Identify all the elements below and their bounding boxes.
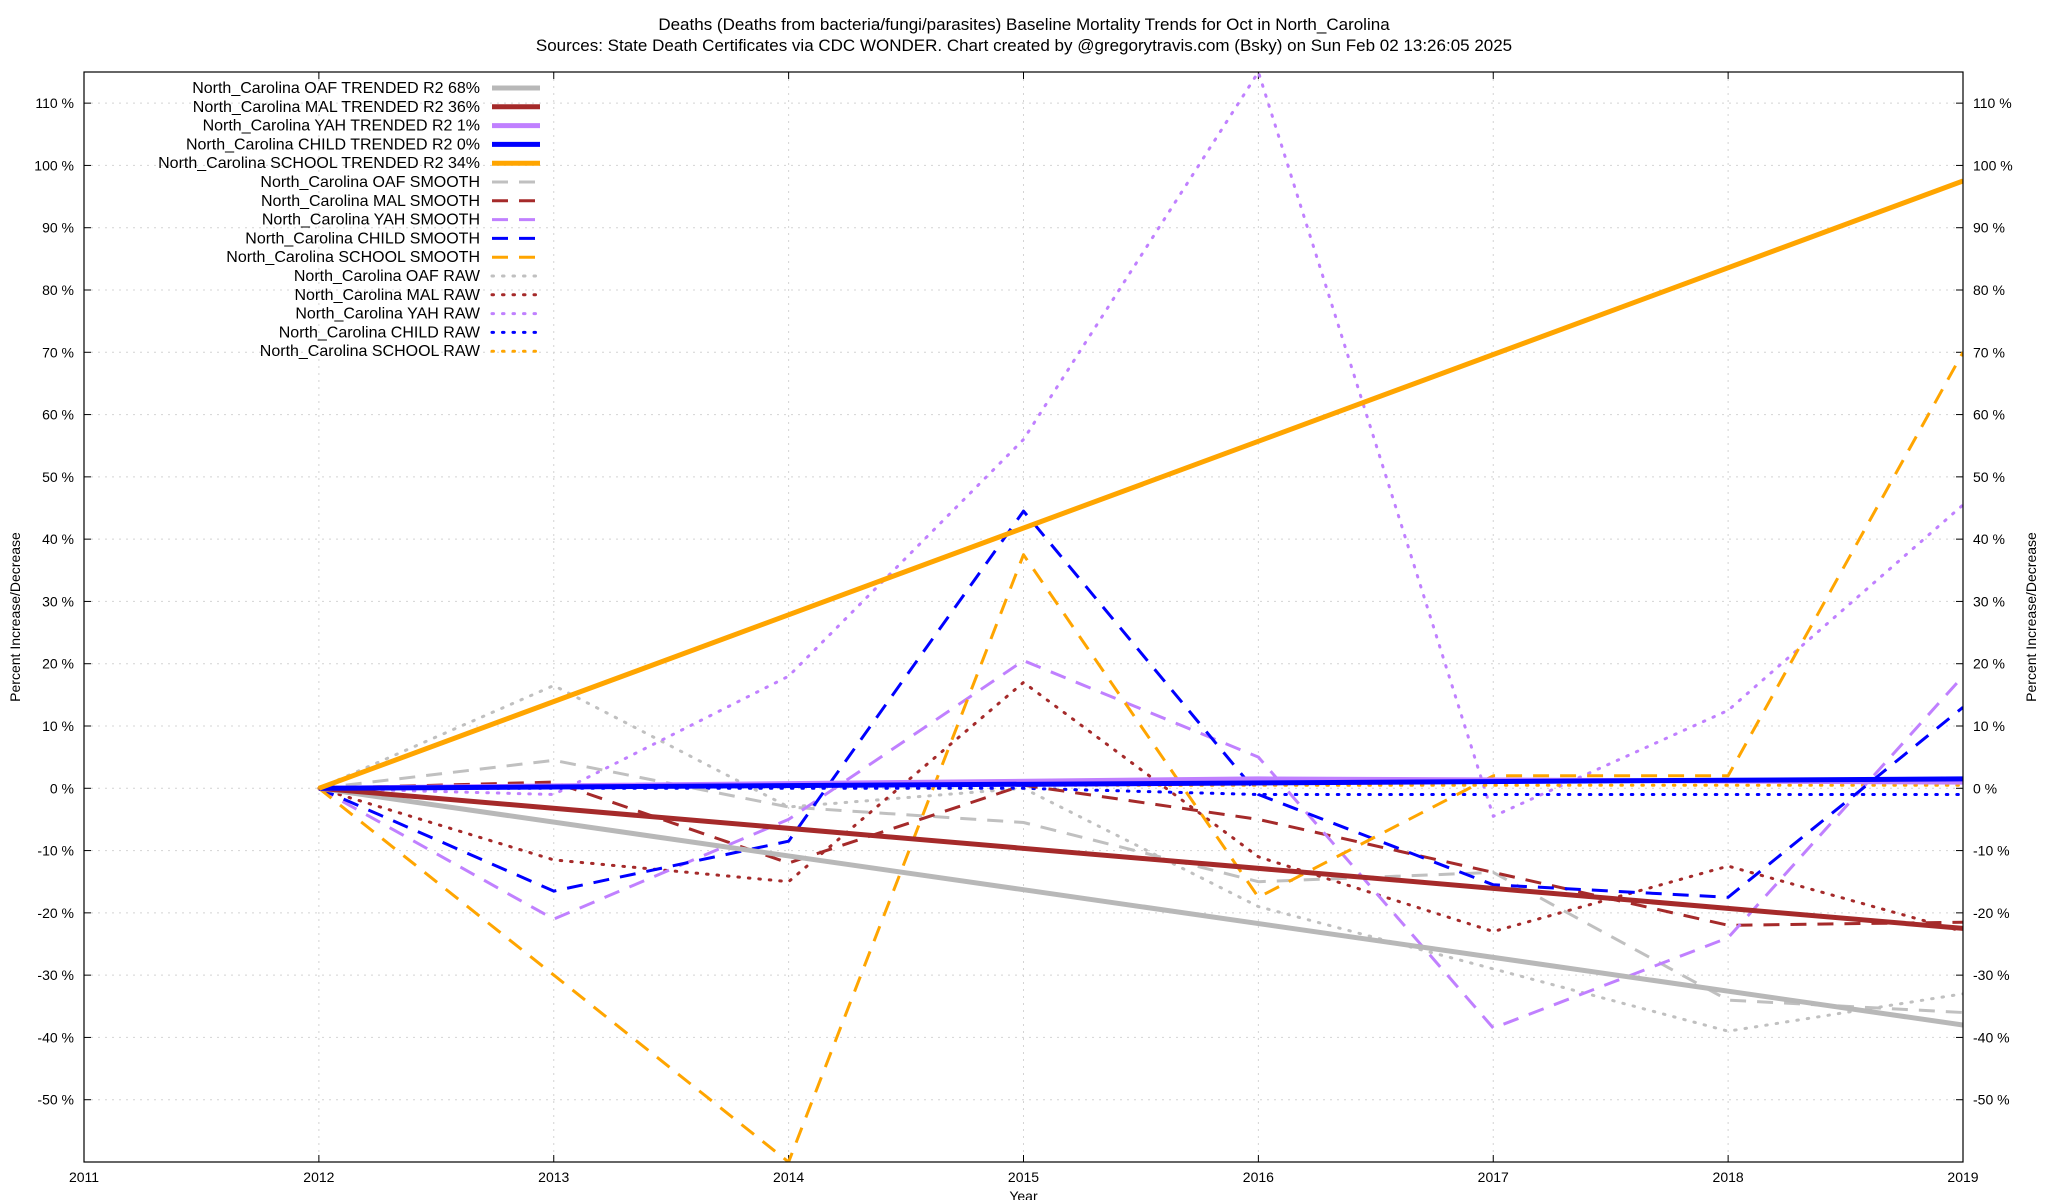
y-tick-label-right: 60 % <box>1973 407 2005 423</box>
y-tick-label-right: -20 % <box>1973 905 2010 921</box>
y-tick-label-right: 0 % <box>1973 780 1997 796</box>
legend-label: North_Carolina OAF RAW <box>294 268 481 285</box>
chart-subtitle: Sources: State Death Certificates via CD… <box>536 36 1512 55</box>
series-line-12 <box>317 72 1963 818</box>
y-tick-label-left: -50 % <box>37 1092 74 1108</box>
y-tick-label-left: -20 % <box>37 905 74 921</box>
series-line-1 <box>318 785 1963 931</box>
legend-label: North_Carolina SCHOOL TRENDED R2 34% <box>158 155 480 172</box>
x-tick-label: 2018 <box>1713 1169 1744 1185</box>
series-line-4 <box>318 178 1963 791</box>
x-tick-label: 2016 <box>1243 1169 1274 1185</box>
x-tick-label: 2014 <box>773 1169 804 1185</box>
series-line-6 <box>318 780 1963 927</box>
x-tick-label: 2011 <box>69 1169 99 1185</box>
y-tick-label-left: 80 % <box>42 282 74 298</box>
x-tick-label: 2017 <box>1478 1169 1509 1185</box>
x-tick-label: 2015 <box>1008 1169 1039 1185</box>
legend-label: North_Carolina CHILD RAW <box>279 324 481 341</box>
y-tick-label-left: -10 % <box>37 843 74 859</box>
y-tick-label-right: 10 % <box>1973 718 2005 734</box>
legend-label: North_Carolina CHILD TRENDED R2 0% <box>186 136 480 153</box>
y-tick-label-left: 100 % <box>34 157 74 173</box>
legend-label: North_Carolina SCHOOL SMOOTH <box>226 249 480 266</box>
x-axis-label: Year <box>1009 1188 1038 1200</box>
y-tick-label-right: -50 % <box>1973 1092 2010 1108</box>
y-tick-label-right: 80 % <box>1973 282 2005 298</box>
legend: North_Carolina OAF TRENDED R2 68% North_C… <box>158 80 542 360</box>
legend-label: North_Carolina OAF TRENDED R2 68% <box>192 80 480 97</box>
series-line-11 <box>317 680 1963 933</box>
legend-label: North_Carolina OAF SMOOTH <box>260 174 480 191</box>
y-tick-label-left: -30 % <box>37 967 74 983</box>
y-tick-label-right: -10 % <box>1973 843 2010 859</box>
x-tick-label: 2019 <box>1947 1169 1978 1185</box>
legend-label: North_Carolina YAH TRENDED R2 1% <box>203 118 480 135</box>
y-tick-label-left: -40 % <box>37 1029 74 1045</box>
chart-title: Deaths (Deaths from bacteria/fungi/paras… <box>658 15 1390 34</box>
y-axis-label-left: Percent Increase/Decrease <box>7 532 23 702</box>
legend-label: North_Carolina YAH RAW <box>295 306 481 323</box>
x-tick-label: 2013 <box>538 1169 569 1185</box>
y-tick-label-right: 50 % <box>1973 469 2005 485</box>
y-tick-label-right: 30 % <box>1973 593 2005 609</box>
grid <box>84 72 1963 1162</box>
y-tick-label-left: 90 % <box>42 220 74 236</box>
y-tick-label-left: 70 % <box>42 344 74 360</box>
y-tick-label-right: 110 % <box>1973 95 2012 111</box>
legend-label: North_Carolina MAL SMOOTH <box>261 193 480 210</box>
series-line-8 <box>318 509 1963 899</box>
y-tick-label-left: 30 % <box>42 593 74 609</box>
series-line-9 <box>317 351 1963 1162</box>
y-tick-label-left: 50 % <box>42 469 74 485</box>
y-tick-label-right: -30 % <box>1973 967 2010 983</box>
series-line-0 <box>318 785 1963 1028</box>
series-line-5 <box>318 758 1963 1014</box>
y-axis-label-right: Percent Increase/Decrease <box>2023 532 2039 702</box>
series-line-3 <box>318 776 1963 791</box>
legend-label: North_Carolina YAH SMOOTH <box>262 212 480 229</box>
y-tick-label-right: 90 % <box>1973 220 2005 236</box>
y-tick-label-right: 100 % <box>1973 157 2013 173</box>
y-tick-label-left: 10 % <box>42 718 74 734</box>
y-tick-label-left: 0 % <box>50 780 74 796</box>
legend-label: North_Carolina CHILD SMOOTH <box>245 230 480 247</box>
legend-label: North_Carolina SCHOOL RAW <box>260 343 481 360</box>
plot-frame <box>83 71 1964 1163</box>
legend-label: North_Carolina MAL TRENDED R2 36% <box>193 99 480 116</box>
y-tick-label-left: 110 % <box>35 95 74 111</box>
axis-ticks: 2011 2012 2013 2014 2015 2016 2017 2018 2019 110 … <box>34 72 2013 1185</box>
series-line-7 <box>318 659 1963 1030</box>
y-tick-label-right: 40 % <box>1973 531 2005 547</box>
y-tick-label-left: 20 % <box>42 656 74 672</box>
y-tick-label-left: 40 % <box>42 531 74 547</box>
legend-label: North_Carolina MAL RAW <box>294 287 480 304</box>
y-tick-label-left: 60 % <box>42 407 74 423</box>
y-tick-label-right: 70 % <box>1973 344 2005 360</box>
plot-area <box>317 72 1963 1162</box>
x-tick-label: 2012 <box>303 1169 334 1185</box>
y-tick-label-right: 20 % <box>1973 656 2005 672</box>
y-tick-label-right: -40 % <box>1973 1029 2010 1045</box>
